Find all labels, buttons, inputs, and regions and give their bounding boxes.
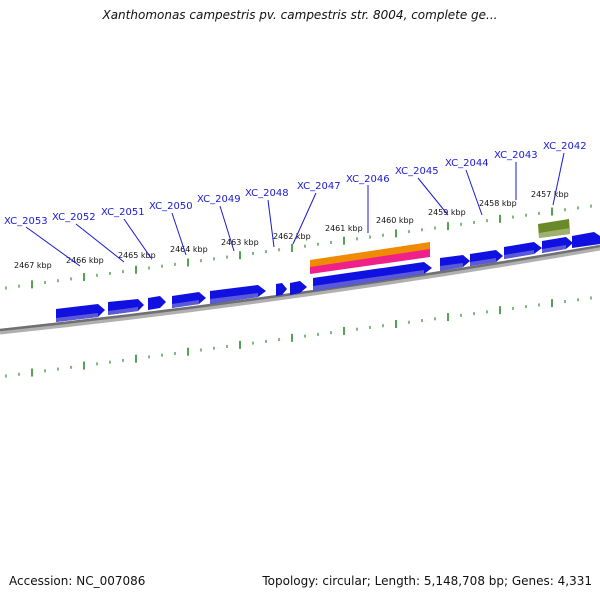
orange-feature[interactable] xyxy=(310,242,430,268)
gene-arrow[interactable] xyxy=(148,296,166,310)
gene-label[interactable]: XC_2049 xyxy=(197,194,241,205)
gene-label[interactable]: XC_2052 xyxy=(52,212,96,223)
gene-arrow[interactable] xyxy=(210,285,266,304)
gene-arrow[interactable] xyxy=(313,262,432,291)
scale-label: 2463 kbp xyxy=(221,238,259,247)
gene-arrow[interactable] xyxy=(56,304,105,322)
scale-ticks-outer xyxy=(5,204,592,290)
gene-label[interactable]: XC_2051 xyxy=(101,207,145,218)
gene-label[interactable]: XC_2044 xyxy=(445,158,489,169)
gene-labels: XC_2053 XC_2052 XC_2051 XC_2050 XC_2049 … xyxy=(4,141,587,227)
gene-label[interactable]: XC_2050 xyxy=(149,201,193,212)
gene-arrow[interactable] xyxy=(276,283,287,296)
pink-feature[interactable] xyxy=(310,249,430,274)
accession-text: Accession: NC_007086 xyxy=(9,574,146,588)
scale-label: 2462 kbp xyxy=(273,232,311,241)
gene-label[interactable]: XC_2045 xyxy=(395,166,439,177)
gene-arrow[interactable] xyxy=(290,281,307,295)
gene-arrow[interactable] xyxy=(542,237,573,253)
scale-label: 2457 kbp xyxy=(531,190,569,199)
scale-label: 2459 kbp xyxy=(428,208,466,217)
page-title: Xanthomonas campestris pv. campestris st… xyxy=(102,8,498,22)
gene-arrow[interactable] xyxy=(172,292,206,308)
scale-labels: 2467 kbp 2466 kbp 2465 kbp 2464 kbp 2463… xyxy=(14,190,569,270)
scale-label: 2464 kbp xyxy=(170,245,208,254)
gene-arrow[interactable] xyxy=(504,242,542,259)
label-leader-lines xyxy=(25,152,565,267)
scale-label: 2467 kbp xyxy=(14,261,52,270)
olive-feature-shadow xyxy=(539,228,570,238)
gene-label[interactable]: XC_2043 xyxy=(494,150,538,161)
gene-label[interactable]: XC_2048 xyxy=(245,188,289,199)
gene-arrow[interactable] xyxy=(470,250,503,266)
gene-label[interactable]: XC_2046 xyxy=(346,174,390,185)
gene-label[interactable]: XC_2053 xyxy=(4,216,48,227)
scale-label: 2466 kbp xyxy=(66,256,104,265)
gene-label[interactable]: XC_2047 xyxy=(297,181,341,192)
scale-label: 2460 kbp xyxy=(376,216,414,225)
gene-arrow[interactable] xyxy=(572,232,600,248)
gene-arrow[interactable] xyxy=(108,299,144,315)
scale-label: 2461 kbp xyxy=(325,224,363,233)
scale-label: 2458 kbp xyxy=(479,199,517,208)
gene-track[interactable] xyxy=(56,232,600,322)
feature-bars[interactable] xyxy=(310,219,570,274)
scale-label: 2465 kbp xyxy=(118,251,156,260)
scale-ticks-inner xyxy=(5,296,592,378)
gene-arrow[interactable] xyxy=(440,255,470,271)
genome-summary-text: Topology: circular; Length: 5,148,708 bp… xyxy=(262,574,592,588)
gene-label[interactable]: XC_2042 xyxy=(543,141,587,152)
